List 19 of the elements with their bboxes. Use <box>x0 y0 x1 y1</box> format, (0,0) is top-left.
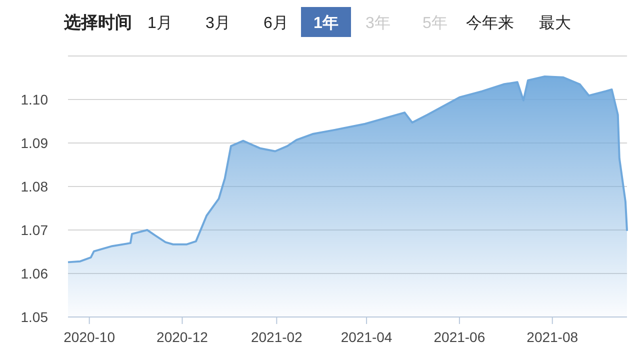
x-tick-label: 2021-04 <box>340 329 392 345</box>
y-tick-label: 1.07 <box>20 222 48 238</box>
text: 3月 <box>206 15 230 32</box>
x-tick-label: 2020-10 <box>64 329 116 345</box>
x-tick-label: 2020-12 <box>156 329 208 345</box>
y-tick-label: 1.10 <box>20 92 48 108</box>
text: 选择时间 <box>63 13 132 32</box>
text: 最大 <box>539 14 571 32</box>
text: 6月 <box>264 15 288 32</box>
text: 今年来 <box>466 14 514 32</box>
text: 1月 <box>148 15 172 32</box>
x-tick-label: 2021-08 <box>526 329 578 345</box>
text: 1年 <box>314 14 338 32</box>
y-tick-label: 1.06 <box>20 266 48 282</box>
y-tick-label: 1.09 <box>20 135 48 151</box>
y-tick-label: 1.05 <box>20 309 48 325</box>
x-tick-label: 2021-02 <box>250 329 303 345</box>
x-tick-label: 2021-06 <box>434 329 486 345</box>
y-tick-label: 1.08 <box>20 178 48 194</box>
